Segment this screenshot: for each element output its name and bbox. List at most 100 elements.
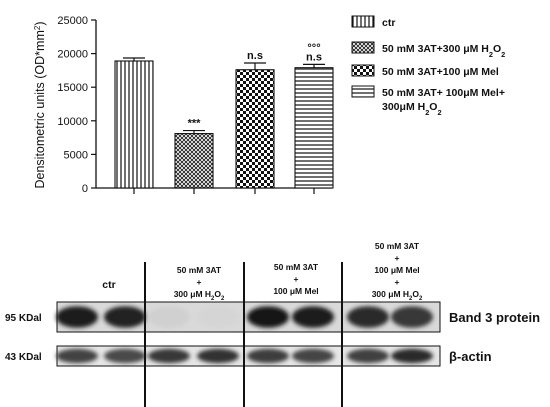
lane-label-part: 300 μM H bbox=[174, 289, 211, 299]
y-tick-label: 25000 bbox=[57, 15, 88, 27]
lane-label: + bbox=[395, 253, 400, 263]
legend-swatch bbox=[351, 15, 375, 28]
legend-label-part: 2 bbox=[437, 108, 441, 117]
lane-label-part: + bbox=[395, 253, 400, 263]
legend-label: 50 mM 3AT+300 μM H2O2 bbox=[382, 43, 505, 59]
bar bbox=[235, 69, 275, 189]
lane-label: 300 μM H2O2 bbox=[174, 289, 225, 302]
protein-label: Band 3 protein bbox=[449, 310, 540, 325]
legend-item: ctr bbox=[351, 15, 395, 29]
lane-label-part: 50 mM 3AT bbox=[274, 262, 319, 272]
lane-label-part: 50 mM 3AT bbox=[375, 241, 420, 251]
lane-label-part: + bbox=[197, 277, 202, 287]
bar bbox=[294, 67, 334, 189]
legend-label-part: O bbox=[493, 43, 501, 55]
legend-label-part: 300μM H bbox=[382, 101, 425, 113]
legend-label-part: 2 bbox=[501, 50, 505, 59]
band bbox=[292, 348, 334, 364]
protein-label: β-actin bbox=[449, 349, 492, 364]
error-bars bbox=[123, 57, 325, 134]
legend-swatch bbox=[351, 85, 375, 98]
significance-label: °°° bbox=[307, 42, 320, 54]
legend-label: 50 mM 3AT+ 100μM Mel+ bbox=[382, 87, 505, 99]
lane-label-part: O bbox=[412, 289, 419, 299]
significance-label: n.s bbox=[247, 50, 263, 62]
molecular-weight-label: 95 KDal bbox=[5, 313, 42, 324]
lane-label-part: 2 bbox=[211, 296, 215, 302]
lane-label: + bbox=[197, 277, 202, 287]
x-axis bbox=[96, 187, 332, 194]
band bbox=[104, 306, 146, 328]
legend-label-part: 2 bbox=[425, 108, 429, 117]
legend-label-part: 50 mM 3AT+300 μM H bbox=[382, 43, 489, 55]
legend-label-part: O bbox=[429, 101, 437, 113]
blot-row: 95 KDal Band 3 protein bbox=[5, 301, 540, 333]
lane-label-part: 100 μM Mel bbox=[374, 265, 419, 275]
band bbox=[347, 348, 389, 364]
y-tick-label: 10000 bbox=[57, 116, 88, 128]
legend-swatch bbox=[351, 41, 375, 54]
significance-annotations: ***n.s°°°n.s bbox=[188, 42, 322, 129]
band bbox=[391, 348, 433, 364]
lane-label-part: O bbox=[214, 289, 221, 299]
molecular-weight-label: 43 KDal bbox=[5, 352, 42, 363]
y-tick-label: 0 bbox=[82, 183, 88, 195]
legend-label-part: 50 mM 3AT+ 100μM Mel+ bbox=[382, 87, 505, 99]
lane-label-part: 100 μM Mel bbox=[273, 286, 318, 296]
legend-swatch bbox=[351, 64, 375, 77]
legend-item: 50 mM 3AT+300 μM H2O2 bbox=[351, 41, 505, 59]
legend-item: 50 mM 3AT+100 μM Mel bbox=[351, 64, 499, 78]
y-axis-label: Densitometric units (OD*mm2) bbox=[33, 22, 48, 189]
lane-label: ctr bbox=[102, 279, 115, 291]
lane-label-part: + bbox=[294, 274, 299, 284]
band bbox=[391, 306, 433, 328]
lane-label: 300 μM H2O2 bbox=[372, 289, 423, 302]
y-tick-label: 20000 bbox=[57, 49, 88, 61]
y-axis: 0 5000 10000 15000 20000 25000 bbox=[57, 15, 97, 195]
band bbox=[148, 306, 190, 328]
significance-label: *** bbox=[188, 118, 202, 130]
band bbox=[347, 306, 389, 328]
lane-label-part: + bbox=[395, 277, 400, 287]
band bbox=[197, 348, 239, 364]
bar bbox=[174, 133, 214, 189]
lane-label-part: 2 bbox=[409, 296, 413, 302]
bars bbox=[114, 60, 334, 189]
y-tick-label: 5000 bbox=[64, 149, 88, 161]
band bbox=[148, 348, 190, 364]
lane-label: + bbox=[395, 277, 400, 287]
band bbox=[292, 306, 334, 328]
band bbox=[197, 306, 239, 328]
lane-label: 50 mM 3AT bbox=[274, 262, 319, 272]
band bbox=[56, 348, 98, 364]
blot-row: 43 KDal β-actin bbox=[5, 345, 492, 367]
band bbox=[104, 348, 146, 364]
lane-label-part: ctr bbox=[102, 279, 115, 291]
legend-label: 50 mM 3AT+100 μM Mel bbox=[382, 66, 499, 78]
lane-label-part: 50 mM 3AT bbox=[177, 265, 222, 275]
legend-label-part: 2 bbox=[489, 50, 493, 59]
legend-label-part: 50 mM 3AT+100 μM Mel bbox=[382, 66, 499, 78]
legend-item: 50 mM 3AT+ 100μM Mel+300μM H2O2 bbox=[351, 85, 505, 117]
y-tick-label: 15000 bbox=[57, 82, 88, 94]
lane-label: 50 mM 3AT bbox=[375, 241, 420, 251]
band bbox=[247, 306, 289, 328]
lane-label-part: 2 bbox=[419, 296, 423, 302]
legend-label-line2: 300μM H2O2 bbox=[382, 101, 442, 117]
band bbox=[56, 306, 98, 328]
lane-label: 100 μM Mel bbox=[374, 265, 419, 275]
band bbox=[247, 348, 289, 364]
lane-label-part: 300 μM H bbox=[372, 289, 409, 299]
lane-label: 50 mM 3AT bbox=[177, 265, 222, 275]
bar bbox=[114, 60, 154, 189]
legend-label: ctr bbox=[382, 17, 395, 29]
lane-label: 100 μM Mel bbox=[273, 286, 318, 296]
significance-label: n.s bbox=[306, 51, 322, 63]
lane-label-part: 2 bbox=[221, 296, 225, 302]
legend-label-part: ctr bbox=[382, 17, 395, 29]
lane-label: + bbox=[294, 274, 299, 284]
